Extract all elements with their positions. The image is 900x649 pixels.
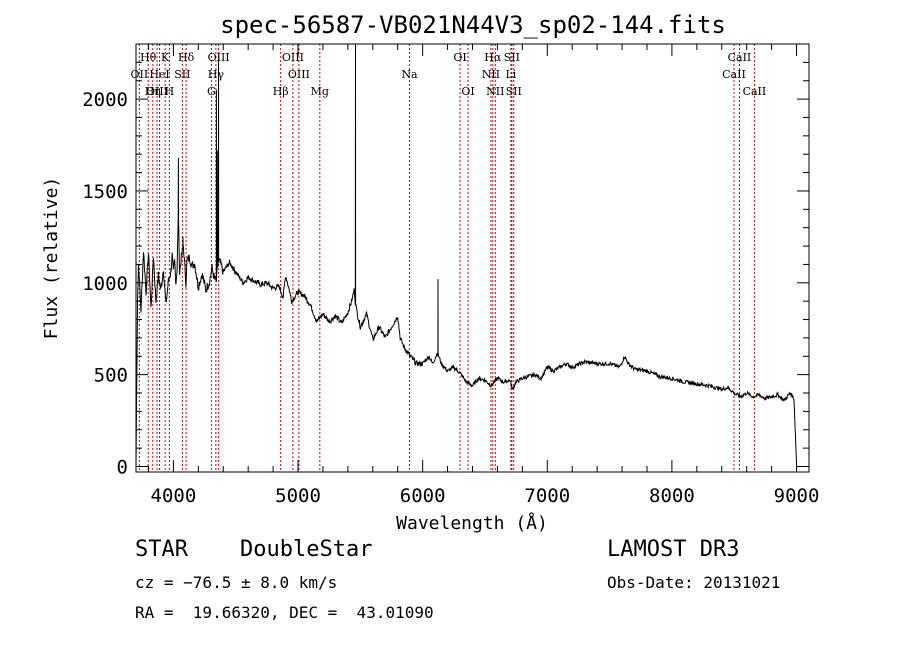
line-label-16: Na: [401, 68, 418, 81]
y-tick-label-1: 500: [94, 365, 128, 387]
x-tick-label-0: 4000: [151, 485, 197, 507]
line-label-8: Hδ: [178, 51, 195, 64]
line-label-21: NII: [482, 68, 500, 81]
line-label-11: G: [207, 85, 216, 98]
obs-date: Obs-Date: 20131021: [607, 573, 781, 592]
line-label-17: OI: [453, 51, 466, 64]
line-label-20: SII: [504, 51, 520, 64]
spectrum-line: [135, 43, 797, 467]
x-tick-label-3: 7000: [524, 485, 570, 507]
line-label-4: Hη: [145, 85, 161, 98]
x-axis-label: Wavelength (Å): [396, 512, 548, 534]
axes: 4000 5000 6000 7000 8000 9000 0 500 1000 1500 2000: [82, 44, 819, 507]
line-label-7: SII: [174, 68, 190, 81]
line-label-1: OII: [131, 68, 149, 81]
line-label-14: Hβ: [273, 85, 289, 98]
line-label-13: OIII: [288, 68, 310, 81]
spectral-line-markers: [138, 44, 755, 472]
x-tick-label-4: 8000: [649, 485, 695, 507]
object-class: STAR: [135, 537, 188, 562]
redshift-readout: cz = −76.5 ± 8.0 km/s: [135, 573, 338, 592]
line-label-3: HeI: [149, 68, 169, 81]
line-label-0: Hθ: [140, 51, 157, 64]
line-label-15: Mg: [311, 85, 329, 98]
chart-title: spec-56587-VB021N44V3_sp02-144.fits: [220, 11, 726, 39]
line-label-22: Li: [505, 68, 516, 81]
coordinates: RA = 19.66320, DEC = 43.01090: [135, 603, 434, 622]
y-tick-label-0: 0: [117, 456, 128, 478]
line-label-5: K: [161, 51, 170, 64]
spectral-line-labels: Hθ OII OIII HeI Hη K H SII Hδ OIII Hγ G OIII OIII Hβ Mg…: [131, 51, 767, 98]
line-label-18: OI: [461, 85, 474, 98]
x-tick-label-1: 5000: [275, 485, 321, 507]
line-label-6: H: [165, 85, 175, 98]
y-tick-label-4: 2000: [82, 89, 128, 111]
y-axis-label: Flux (relative): [41, 177, 62, 340]
y-tick-label-3: 1500: [82, 181, 128, 203]
x-tick-label-2: 6000: [400, 485, 446, 507]
plot-frame: [135, 43, 810, 473]
line-label-2: OIII: [146, 85, 168, 98]
line-label-25: CaII: [728, 51, 752, 64]
survey-name: LAMOST DR3: [607, 537, 740, 562]
line-label-12: OIII: [282, 51, 304, 64]
line-label-26: CaII: [722, 68, 746, 81]
y-tick-label-2: 1000: [82, 273, 128, 295]
line-label-24: SII: [506, 85, 522, 98]
x-tick-label-5: 9000: [774, 485, 820, 507]
line-label-23: NII: [486, 85, 504, 98]
object-subclass: DoubleStar: [240, 537, 373, 562]
line-label-10: Hγ: [208, 68, 225, 81]
line-label-19: Hα: [484, 51, 502, 64]
line-label-27: CaII: [743, 85, 767, 98]
line-label-9: OIII: [208, 51, 230, 64]
